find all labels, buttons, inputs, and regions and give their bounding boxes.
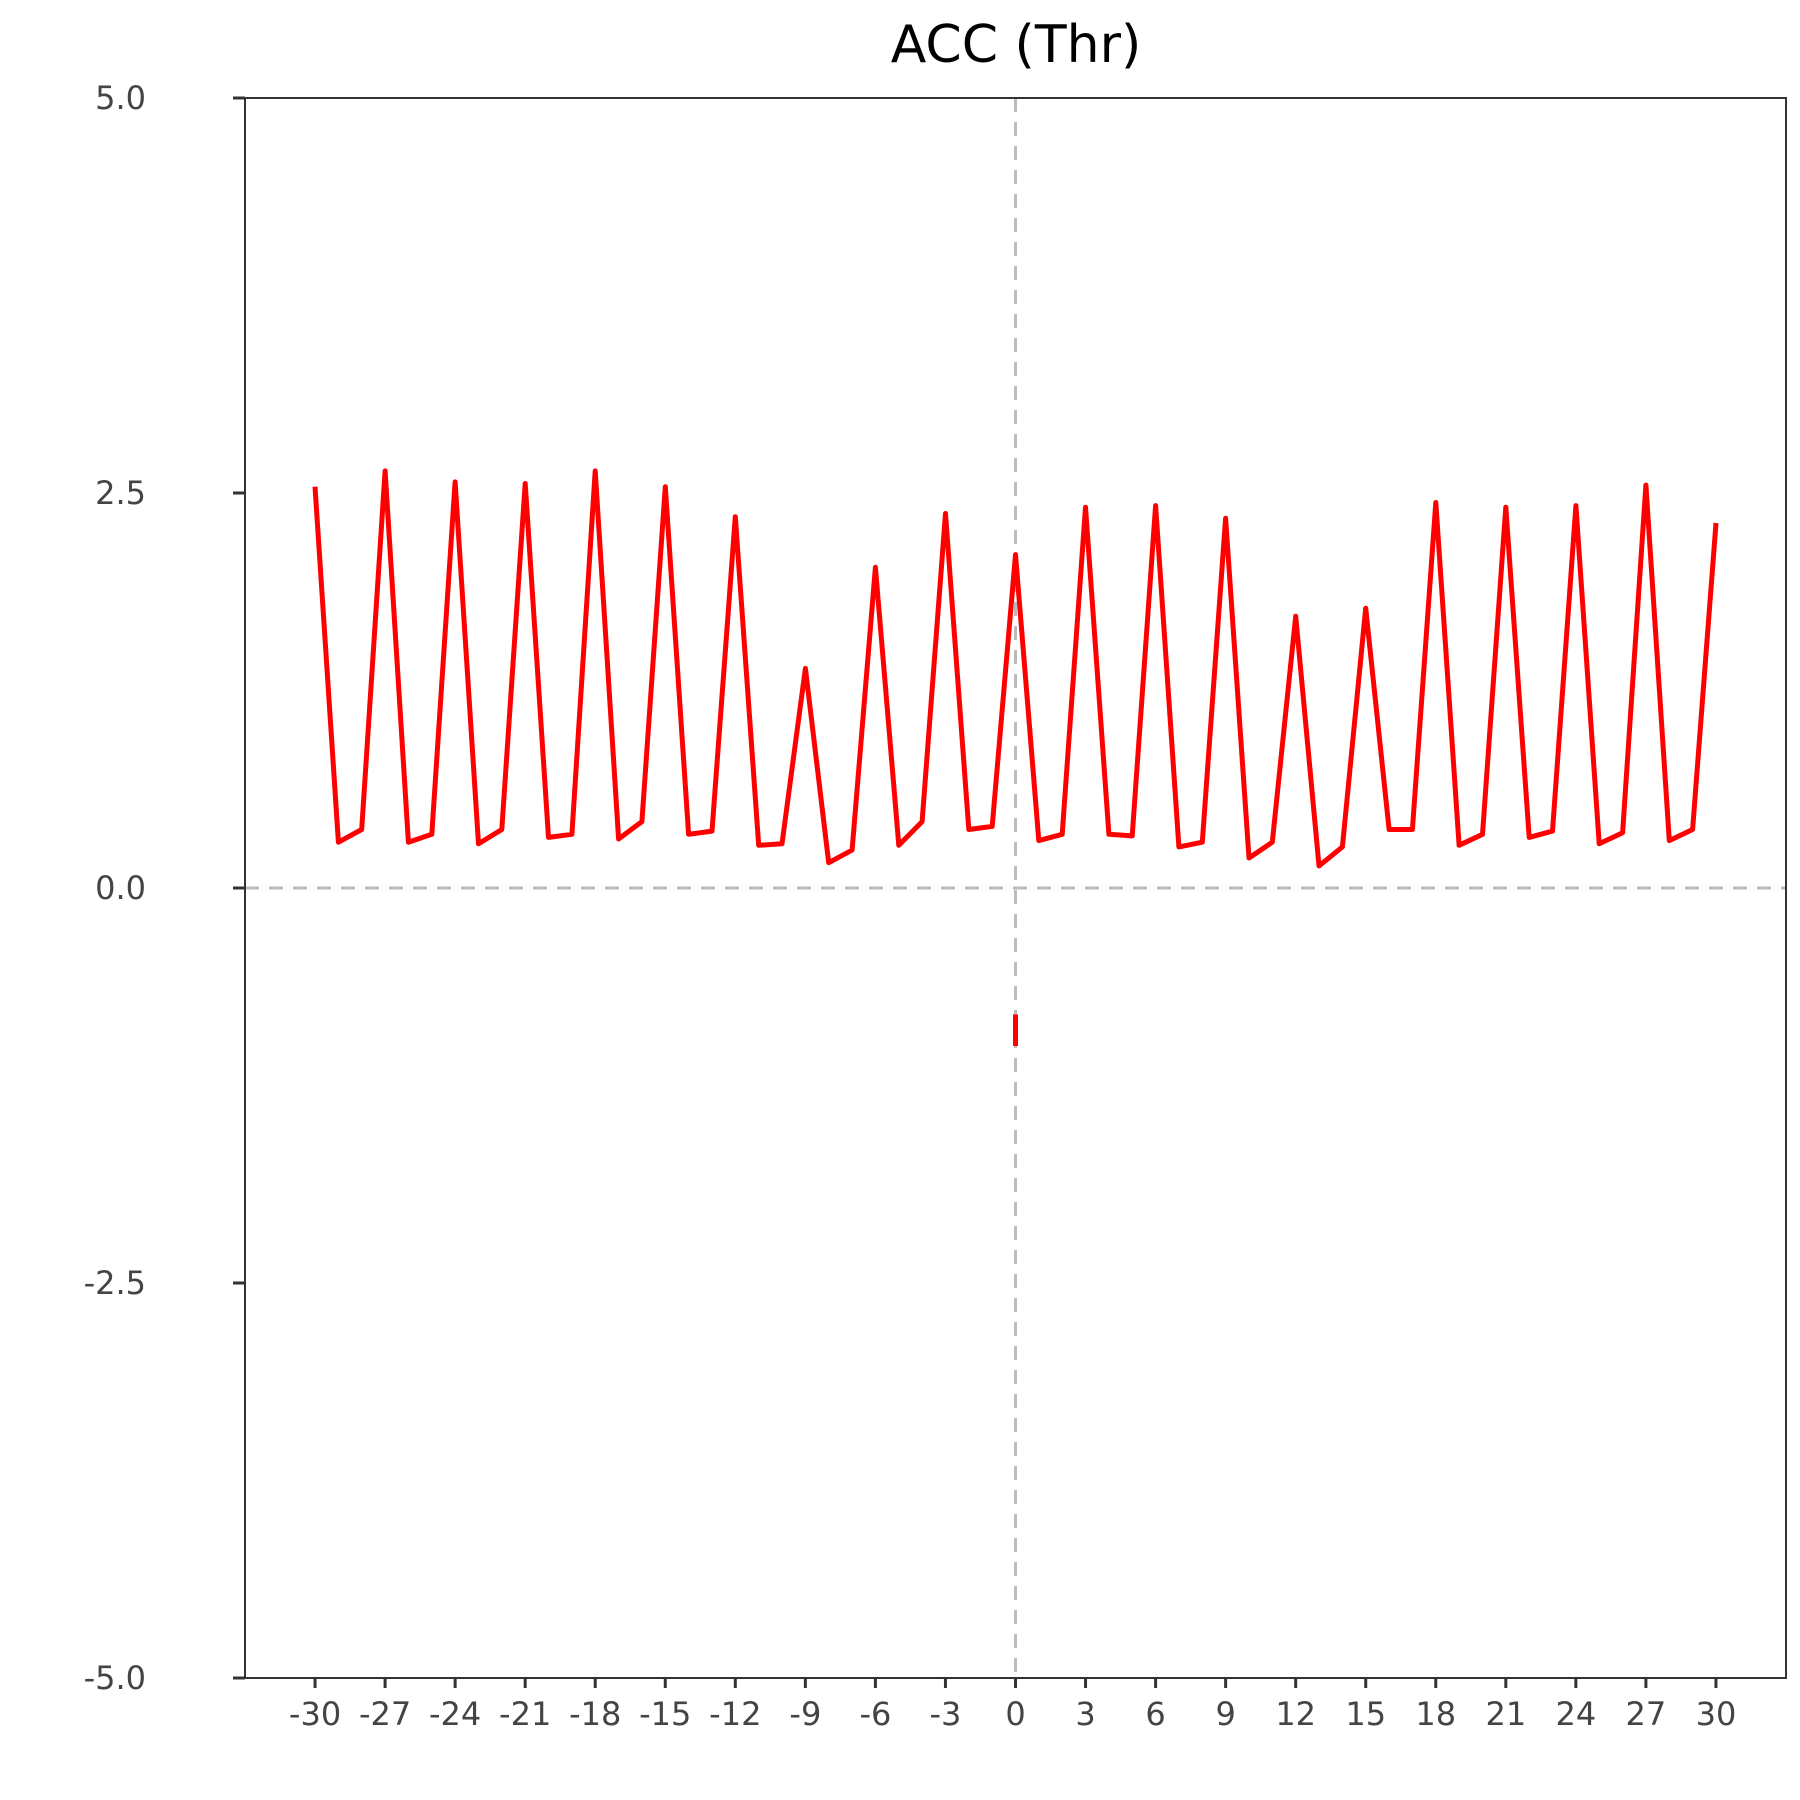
x-axis: -30 -27 -24 -21 -18 -15 -12 -9 -6 -3 0 3 6 9 12 15 18 21 2… [289, 1678, 1736, 1733]
x-tick-label: -21 [499, 1695, 551, 1733]
y-axis: -5.0 -2.5 0.0 2.5 5.0 [84, 79, 245, 1697]
x-tick-label: -9 [789, 1695, 821, 1733]
x-tick-label: 24 [1556, 1695, 1597, 1733]
y-tick-label: 5.0 [95, 79, 146, 117]
y-tick-label: 0.0 [95, 869, 146, 907]
x-tick-label: -30 [289, 1695, 341, 1733]
x-tick-label: -3 [930, 1695, 962, 1733]
x-tick-label: 30 [1696, 1695, 1737, 1733]
x-tick-label: -24 [429, 1695, 481, 1733]
x-tick-label: 3 [1075, 1695, 1095, 1733]
x-tick-label: 21 [1485, 1695, 1526, 1733]
y-tick-label: -2.5 [84, 1264, 146, 1302]
x-tick-label: 15 [1345, 1695, 1386, 1733]
x-tick-label: 18 [1415, 1695, 1456, 1733]
x-tick-label: -18 [569, 1695, 621, 1733]
x-tick-label: 12 [1275, 1695, 1316, 1733]
x-tick-label: -6 [859, 1695, 891, 1733]
series-line-0 [312, 468, 1719, 869]
reference-lines [245, 98, 1786, 1678]
x-tick-label: -27 [359, 1695, 411, 1733]
y-tick-label: 2.5 [95, 474, 146, 512]
x-tick-label: 27 [1626, 1695, 1667, 1733]
series-layer [312, 468, 1719, 1046]
x-tick-label: -12 [709, 1695, 761, 1733]
x-tick-label: 0 [1005, 1695, 1025, 1733]
y-tick-label: -5.0 [84, 1659, 146, 1697]
x-tick-label: -15 [639, 1695, 691, 1733]
chart-title: ACC (Thr) [891, 15, 1141, 75]
x-tick-label: 9 [1215, 1695, 1235, 1733]
x-tick-label: 6 [1145, 1695, 1165, 1733]
